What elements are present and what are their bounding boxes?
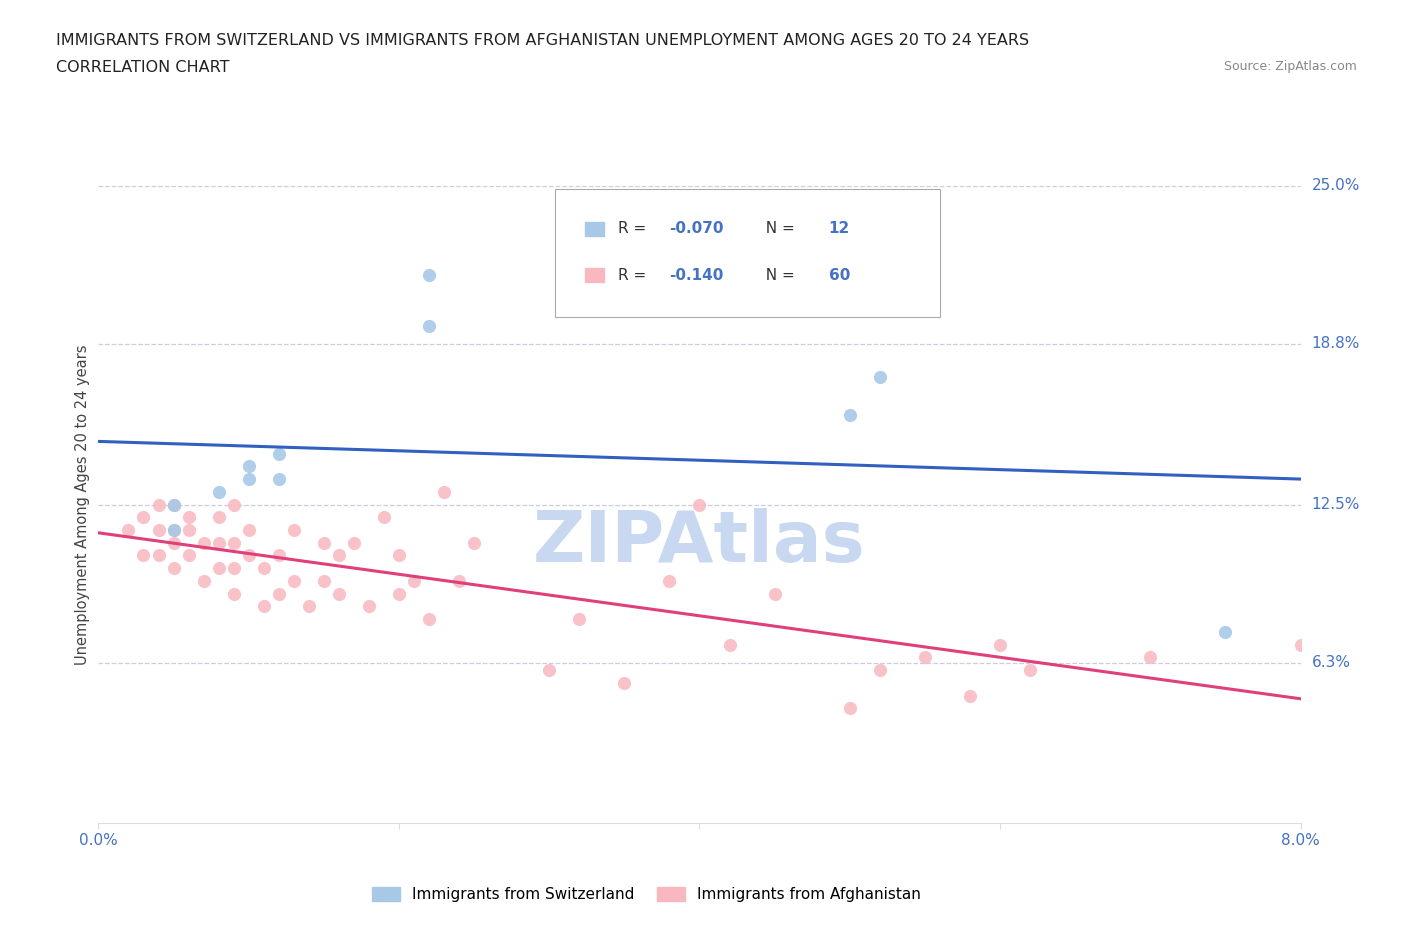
Point [177,548,200,563]
Text: Source: ZipAtlas.com: Source: ZipAtlas.com [1223,60,1357,73]
Point [613,675,636,690]
Point [1215,625,1237,640]
Text: -0.070: -0.070 [669,221,723,236]
Point [177,523,200,538]
Point [959,688,981,703]
Point [298,599,321,614]
Point [267,472,290,486]
Point [132,548,155,563]
Point [1139,650,1161,665]
Point [568,612,591,627]
Point [148,523,170,538]
Point [283,523,305,538]
Point [222,498,245,512]
Point [988,637,1011,652]
Point [388,586,411,601]
Point [838,701,860,716]
Point [869,370,891,385]
Legend: Immigrants from Switzerland, Immigrants from Afghanistan: Immigrants from Switzerland, Immigrants … [367,881,927,909]
Text: N =: N = [756,268,800,283]
Point [343,536,366,551]
Point [253,599,276,614]
Point [538,663,561,678]
Point [718,637,741,652]
Point [208,510,231,525]
Text: 25.0%: 25.0% [1312,179,1360,193]
Point [418,612,440,627]
Text: 6.3%: 6.3% [1312,655,1351,670]
Point [253,561,276,576]
Point [914,650,936,665]
Point [1019,663,1042,678]
Point [162,498,184,512]
Point [267,548,290,563]
Point [238,472,260,486]
Point [208,561,231,576]
Text: N =: N = [756,221,800,236]
Point [357,599,380,614]
Point [388,548,411,563]
Point [162,523,184,538]
Point [238,548,260,563]
Point [373,510,395,525]
Text: -0.140: -0.140 [669,268,723,283]
Point [222,536,245,551]
Text: IMMIGRANTS FROM SWITZERLAND VS IMMIGRANTS FROM AFGHANISTAN UNEMPLOYMENT AMONG AG: IMMIGRANTS FROM SWITZERLAND VS IMMIGRANT… [56,33,1029,47]
Bar [585,221,603,235]
Text: 18.8%: 18.8% [1312,337,1360,352]
Point [402,574,425,589]
Point [838,408,860,423]
Text: R =: R = [619,221,651,236]
Point [162,523,184,538]
Point [222,561,245,576]
Point [418,319,440,334]
Point [208,485,231,499]
Text: ZIPAtlas: ZIPAtlas [533,509,866,578]
Point [117,523,139,538]
Point [177,510,200,525]
Point [238,458,260,473]
Text: 60: 60 [828,268,851,283]
Y-axis label: Unemployment Among Ages 20 to 24 years: Unemployment Among Ages 20 to 24 years [75,344,90,665]
Point [283,574,305,589]
Point [238,523,260,538]
Point [208,536,231,551]
Point [193,574,215,589]
Point [162,561,184,576]
Text: CORRELATION CHART: CORRELATION CHART [56,60,229,75]
Point [328,548,350,563]
Point [312,536,335,551]
Point [447,574,470,589]
Bar [585,268,603,282]
Point [463,536,485,551]
Point [312,574,335,589]
Text: 12: 12 [828,221,849,236]
FancyBboxPatch shape [555,189,939,316]
Text: R =: R = [619,268,651,283]
Point [162,498,184,512]
Point [658,574,681,589]
Point [162,536,184,551]
Point [148,498,170,512]
Point [132,510,155,525]
Point [148,548,170,563]
Text: 12.5%: 12.5% [1312,497,1360,512]
Point [267,586,290,601]
Point [193,536,215,551]
Point [222,586,245,601]
Point [267,446,290,461]
Point [418,268,440,283]
Point [328,586,350,601]
Point [763,586,786,601]
Point [1289,637,1312,652]
Point [433,485,456,499]
Point [869,663,891,678]
Point [688,498,710,512]
